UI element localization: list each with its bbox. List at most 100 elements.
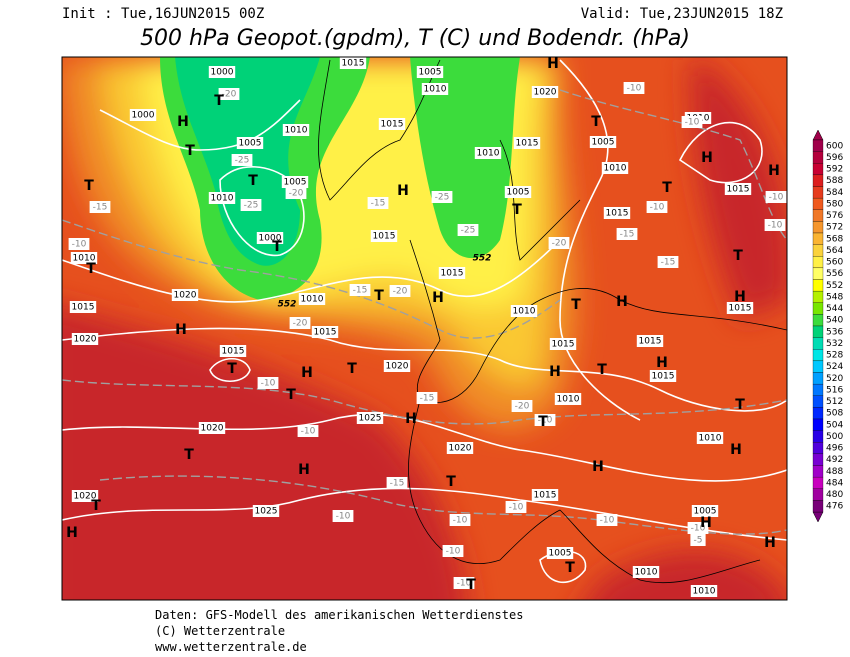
isotherm-label: -25 — [244, 201, 259, 211]
label-box — [691, 505, 719, 517]
label-box — [311, 326, 339, 338]
isobar-label: 1010 — [693, 587, 716, 597]
label-box — [764, 219, 786, 231]
label-box — [531, 489, 559, 501]
isobar-label: 1005 — [419, 68, 442, 78]
pressure-center: H — [66, 525, 78, 541]
isobar-label: 1020 — [534, 88, 557, 98]
pressure-center: H — [547, 56, 559, 72]
pressure-center: H — [700, 515, 712, 531]
pressure-center: H — [616, 294, 628, 310]
label-box — [298, 293, 326, 305]
label-box — [681, 116, 703, 128]
pressure-center: T — [185, 143, 195, 159]
isotherm-label: -20 — [222, 90, 237, 100]
isobar-label: 1015 — [72, 303, 95, 313]
isobar-label: 1010 — [285, 126, 308, 136]
colorbar-swatch — [812, 151, 824, 164]
isobar-label: 1015 — [373, 232, 396, 242]
isobar-label: 1005 — [239, 139, 262, 149]
footer-url: www.wetterzentrale.de — [155, 640, 307, 654]
colorbar-label: 476 — [826, 502, 843, 512]
label-box — [240, 199, 262, 211]
pressure-center: H — [405, 411, 417, 427]
colorbar-swatch — [812, 267, 824, 280]
isotherm-label: -25 — [435, 193, 450, 203]
label-box — [603, 207, 631, 219]
pressure-center: T — [272, 239, 282, 255]
isobar-label: 1010 — [604, 164, 627, 174]
isotherm-label: -15 — [661, 258, 676, 268]
isobar-label: 1000 — [132, 111, 155, 121]
colorbar-label: 492 — [826, 455, 843, 465]
label-box — [389, 285, 411, 297]
colorbar-swatch — [812, 453, 824, 466]
label-box — [356, 412, 384, 424]
pressure-center: H — [432, 290, 444, 306]
isobar-label: 1010 — [635, 568, 658, 578]
isobar-label: 1015 — [381, 120, 404, 130]
isobar-label: 1010 — [73, 254, 96, 264]
footer-source: Daten: GFS-Modell des amerikanischen Wet… — [155, 608, 523, 622]
colorbar-swatch — [812, 221, 824, 234]
isobar-label: 1000 — [259, 234, 282, 244]
label-box — [453, 577, 475, 589]
isotherm-label: -15 — [390, 479, 405, 489]
pressure-center: T — [227, 361, 237, 377]
isotherm-label: -15 — [353, 286, 368, 296]
label-box — [71, 490, 99, 502]
colorbar-label: 504 — [826, 420, 843, 430]
pressure-center: T — [84, 178, 94, 194]
label-box — [252, 505, 280, 517]
pressure-center: T — [733, 248, 743, 264]
colorbar-label: 540 — [826, 316, 843, 326]
label-box — [218, 88, 240, 100]
colorbar-swatch — [812, 174, 824, 187]
isobar-label: 1020 — [449, 444, 472, 454]
isobar-label: 1015 — [441, 269, 464, 279]
pressure-center: H — [730, 442, 742, 458]
isotherm-label: -20 — [393, 287, 408, 297]
colorbar-swatch — [812, 476, 824, 489]
footer-copyright: (C) Wetterzentrale — [155, 624, 285, 638]
label-box — [198, 422, 226, 434]
colorbar-label: 580 — [826, 199, 843, 209]
isotherm-label: -10 — [453, 516, 468, 526]
label-box — [285, 187, 307, 199]
label-box — [386, 477, 408, 489]
label-box — [696, 432, 724, 444]
map-frame — [61, 56, 788, 601]
isotherm-label: -10 — [336, 512, 351, 522]
isobar-label: 1020 — [201, 424, 224, 434]
colorbar-label: 480 — [826, 490, 843, 500]
colorbar-label: 600 — [826, 141, 843, 151]
isobar-label: 1015 — [222, 347, 245, 357]
pressure-center: T — [571, 297, 581, 313]
colorbar-label: 572 — [826, 223, 843, 233]
pressure-center: H — [301, 365, 313, 381]
isotherm-label: -10 — [446, 547, 461, 557]
isotherm-label: -10 — [72, 240, 87, 250]
colorbar: 6005965925885845805765725685645605565525… — [812, 129, 843, 523]
pressure-center: T — [214, 93, 224, 109]
colorbar-label: 520 — [826, 374, 843, 384]
colorbar-label: 548 — [826, 292, 843, 302]
colorbar-swatch — [812, 244, 824, 257]
label-box — [281, 176, 309, 188]
colorbar-label: 564 — [826, 246, 843, 256]
colorbar-swatch — [812, 279, 824, 292]
isotherm-label: -10 — [691, 524, 706, 534]
isotherm-label: -10 — [261, 379, 276, 389]
isobar-label: 1005 — [284, 178, 307, 188]
colorbar-label: 536 — [826, 327, 843, 337]
colorbar-swatch — [812, 314, 824, 327]
map-title: 500 hPa Geopot.(gpdm), T (C) und Bodendr… — [140, 26, 690, 51]
label-box — [513, 137, 541, 149]
label-box — [289, 317, 311, 329]
label-box — [457, 224, 479, 236]
pressure-center: T — [565, 560, 575, 576]
label-box — [505, 501, 527, 513]
label-box — [69, 301, 97, 313]
colorbar-swatch — [812, 407, 824, 420]
isobar-label: 1015 — [639, 337, 662, 347]
